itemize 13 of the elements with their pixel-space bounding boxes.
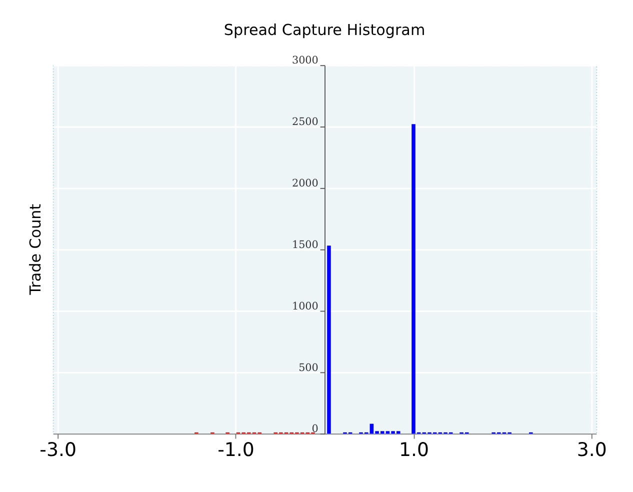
y-tick-label: 1500: [292, 238, 318, 251]
x-tick-label: -1.0: [218, 438, 254, 461]
y-tick-label: 3000: [292, 54, 318, 67]
x-tick-label: -3.0: [40, 438, 77, 461]
y-tick-label: 1000: [292, 300, 318, 312]
y-tick-label: 0: [312, 423, 318, 436]
y-tick-label: 500: [298, 362, 318, 374]
y-tick-label: 2500: [292, 116, 318, 128]
y-axis-title: Trade Count: [26, 204, 45, 296]
x-tick-label: 1.0: [398, 438, 429, 461]
x-tick-label: 3.0: [576, 438, 607, 461]
y-tick-label: 2000: [292, 178, 318, 190]
chart-title: Spread Capture Histogram: [224, 20, 426, 39]
